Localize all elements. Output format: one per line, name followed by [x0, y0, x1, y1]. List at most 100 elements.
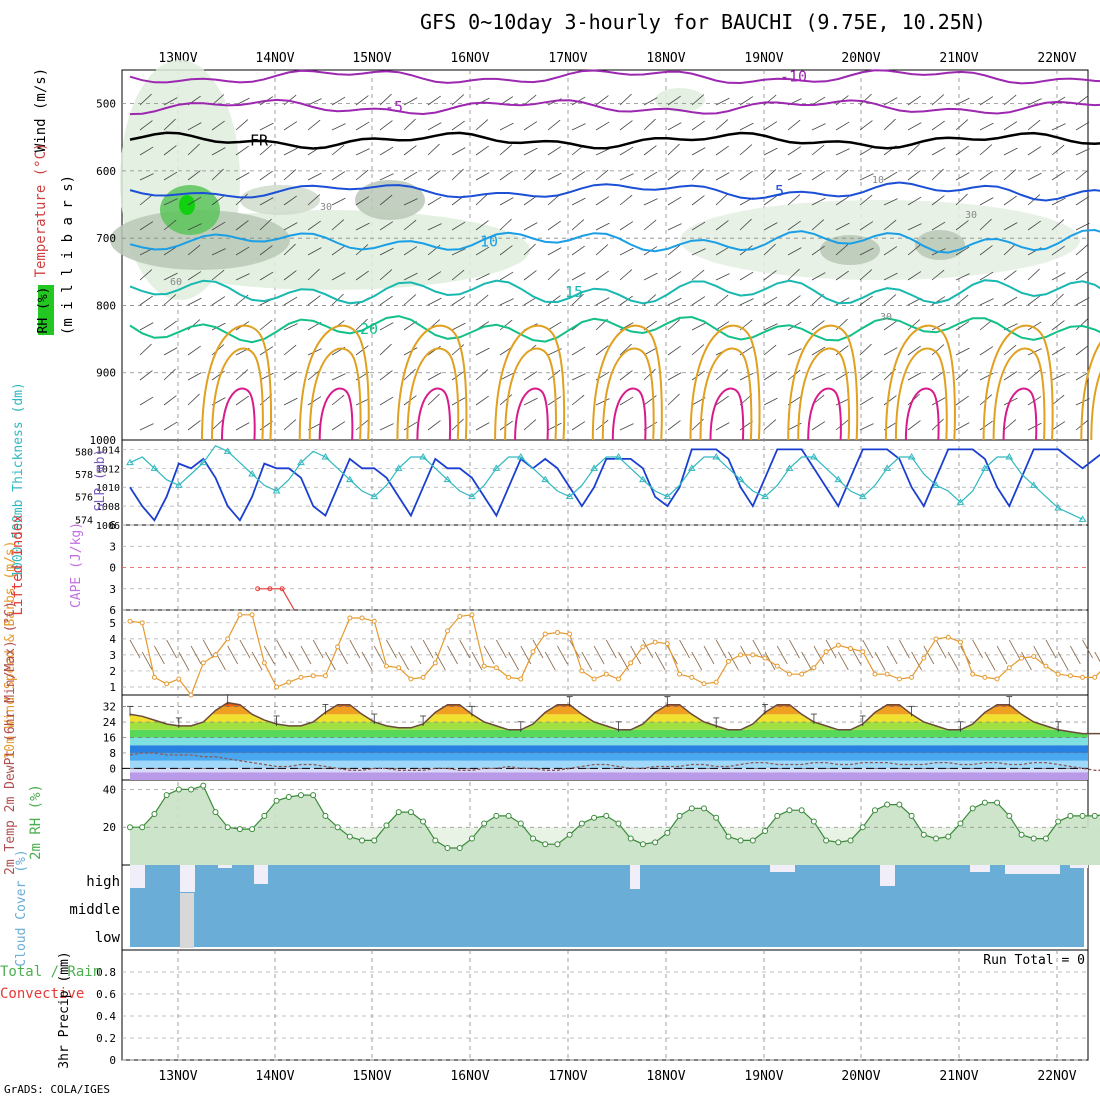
surface-wind-barb	[605, 639, 617, 659]
ylabel-thickness: 1000-500mb Thickness (dm)	[11, 382, 26, 578]
wind-barb	[859, 247, 874, 256]
rh-marker	[163, 792, 170, 799]
wind-speed-marker	[689, 674, 695, 680]
wind-speed-marker	[786, 671, 792, 677]
wind-speed-marker	[432, 660, 438, 666]
wind-barb	[1075, 297, 1090, 306]
wind-speed-marker	[359, 615, 365, 621]
temp-tick-label: 8	[109, 747, 116, 760]
wind-barb	[235, 97, 250, 106]
wind-barb	[499, 394, 513, 406]
wind-barb	[691, 147, 706, 156]
cloud-level-label: middle	[69, 902, 120, 918]
wind-barb	[763, 169, 777, 181]
rh-marker	[933, 835, 940, 842]
wind-barb	[1003, 222, 1018, 231]
wind-speed-marker	[1080, 674, 1086, 680]
warm-contour	[689, 324, 761, 441]
rh-marker	[871, 807, 878, 814]
wind-barb	[979, 218, 992, 231]
wind-barb	[955, 193, 968, 206]
surface-wind-barb	[1082, 639, 1093, 659]
wind-barb	[331, 123, 346, 131]
wind-barb	[1003, 371, 1018, 381]
wind-speed-marker	[933, 636, 939, 642]
thickness-marker	[907, 453, 916, 460]
wind-barb	[883, 272, 898, 281]
temp-band	[130, 702, 1088, 707]
wind-barb	[163, 320, 177, 331]
rh-marker	[615, 820, 622, 827]
wind-barb	[187, 297, 202, 306]
thickness-marker	[248, 470, 257, 477]
wind-barb	[427, 271, 442, 281]
wind-barb	[259, 170, 273, 181]
rh-marker	[774, 812, 781, 819]
wind-barb	[691, 120, 705, 131]
rh-marker	[1030, 835, 1037, 842]
wind-barb	[139, 93, 152, 106]
ylabel-cloud: Cloud Cover (%)	[14, 849, 29, 966]
wind-barb	[979, 420, 993, 431]
wind-barb	[499, 271, 514, 281]
wind-barb	[619, 295, 633, 306]
wind-speed-marker	[188, 692, 194, 698]
rh-marker	[700, 805, 707, 812]
rh-tick-label: 40	[103, 783, 116, 796]
wind-barb	[691, 94, 705, 106]
wind-speed-marker	[151, 674, 157, 680]
wind-speed-marker	[738, 652, 744, 658]
wind-barb	[211, 147, 226, 156]
date-label-bottom: 22NOV	[1037, 1069, 1076, 1084]
isotherm-label: -5	[385, 98, 403, 116]
wind-barb	[715, 395, 729, 406]
wind-barb	[523, 270, 537, 281]
rh-marker	[139, 824, 146, 831]
wind-barb	[1003, 296, 1018, 306]
rh-marker	[444, 845, 451, 851]
rh-marker	[127, 824, 133, 831]
pressure-tick-label: 800	[96, 299, 116, 312]
wind-barb	[403, 145, 417, 156]
wind-barb	[763, 222, 778, 231]
wind-barb	[355, 169, 369, 181]
lifted-index-marker	[255, 586, 261, 592]
wind-barb	[259, 218, 272, 231]
warm-contour	[709, 387, 745, 441]
wind-barb	[163, 198, 178, 206]
wind-barb	[211, 370, 225, 381]
wind-barb	[475, 145, 489, 156]
thickness-marker	[663, 492, 672, 500]
wind-barb	[1003, 121, 1018, 131]
wind-barb	[235, 246, 250, 256]
rh-marker	[420, 818, 427, 825]
wind-barb	[931, 195, 945, 206]
surface-wind-barb	[837, 651, 849, 671]
rh-marker	[725, 833, 732, 840]
wind-barb	[619, 343, 632, 356]
surface-wind-barb	[508, 651, 519, 671]
rh-marker	[554, 841, 561, 848]
surface-wind-barb	[422, 639, 434, 659]
rh-marker	[310, 792, 317, 799]
surface-wind-barb	[899, 639, 910, 659]
wind-barb	[979, 271, 994, 281]
warm-contour	[591, 324, 663, 441]
wind-speed-marker	[652, 639, 658, 645]
slp-tick-label: 1010	[96, 483, 120, 494]
wind-barb	[955, 321, 970, 331]
wind-barb	[763, 344, 777, 356]
wind-speed-marker	[164, 681, 170, 687]
rh-marker	[1006, 812, 1013, 819]
wind-barb	[307, 268, 320, 281]
surface-wind-barb	[483, 645, 495, 665]
rh-marker	[200, 782, 207, 789]
wind-barb	[187, 143, 200, 156]
wind-barb	[283, 397, 298, 406]
wind-barb	[379, 120, 393, 131]
wind-barb	[379, 370, 393, 381]
wind-barb	[283, 147, 298, 156]
wind-barb	[523, 94, 537, 106]
wind-barb	[475, 220, 489, 231]
surface-wind-barb	[886, 645, 898, 665]
